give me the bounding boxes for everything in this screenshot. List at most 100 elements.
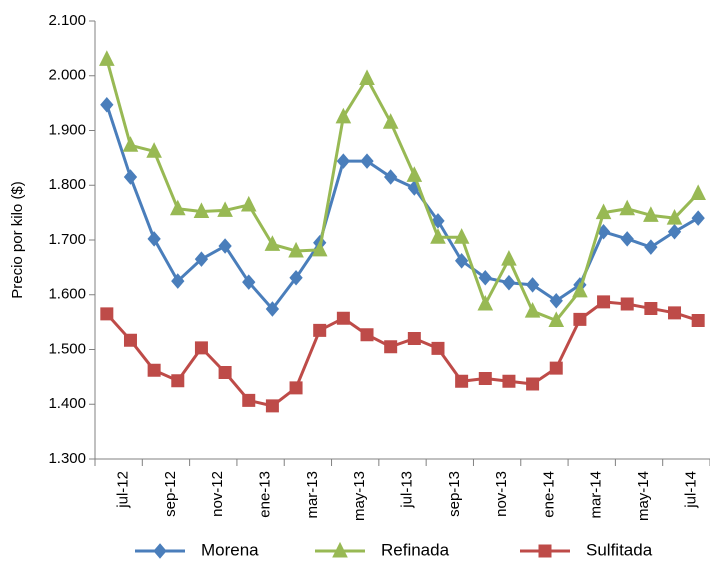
series-line: [105, 58, 700, 322]
y-tick-label: 1.700: [48, 231, 86, 248]
data-point: [644, 239, 658, 255]
x-tick-label: sep-13: [446, 471, 463, 517]
data-point: [217, 201, 233, 217]
data-point: [430, 228, 446, 244]
data-point: [666, 208, 683, 225]
data-point: [384, 340, 398, 354]
data-point: [548, 311, 565, 327]
data-point: [620, 297, 634, 311]
data-point: [668, 306, 682, 320]
data-point: [619, 199, 636, 216]
data-point: [360, 328, 374, 342]
data-point: [573, 312, 587, 326]
y-tick-label: 1.600: [48, 286, 86, 303]
data-point: [313, 323, 327, 337]
data-point: [218, 365, 232, 379]
series-line: [105, 104, 699, 311]
data-point: [667, 224, 682, 240]
data-point: [453, 228, 470, 244]
y-tick-label: 2.100: [48, 12, 86, 29]
data-point: [171, 273, 185, 289]
data-point: [478, 372, 492, 386]
data-point: [242, 393, 256, 407]
data-point: [194, 341, 208, 355]
y-tick-label: 1.800: [48, 176, 86, 193]
data-point: [597, 295, 611, 309]
data-point: [265, 301, 280, 317]
x-tick-label: may-14: [635, 471, 652, 521]
data-point: [431, 341, 445, 355]
x-tick-label: ene-14: [540, 471, 557, 518]
y-tick-label: 1.400: [48, 395, 86, 412]
data-point: [336, 311, 350, 325]
data-point: [525, 277, 540, 293]
data-point: [288, 241, 304, 258]
data-point: [690, 184, 706, 200]
data-point: [123, 333, 137, 347]
data-point: [122, 136, 139, 152]
y-tick-label: 1.300: [48, 450, 86, 467]
x-tick-label: nov-12: [209, 471, 226, 517]
data-point: [265, 399, 279, 413]
x-tick-label: sep-12: [162, 471, 179, 517]
data-point: [382, 113, 399, 129]
data-point: [194, 251, 209, 267]
data-point: [691, 210, 705, 226]
y-tick-label: 1.500: [48, 340, 86, 357]
legend-marker: [332, 541, 348, 558]
data-point: [431, 213, 445, 229]
data-point: [264, 235, 281, 251]
data-point: [595, 203, 612, 220]
legend-label: Morena: [201, 540, 259, 559]
data-point: [502, 274, 516, 291]
data-point: [526, 377, 540, 391]
data-point: [620, 231, 634, 247]
data-point: [100, 307, 114, 321]
data-point: [454, 253, 469, 269]
data-point: [477, 294, 494, 311]
data-point: [335, 107, 352, 124]
data-point: [549, 361, 563, 375]
data-point: [193, 202, 210, 219]
data-point: [360, 153, 374, 169]
data-point: [336, 153, 351, 169]
x-tick-label: mar-13: [304, 471, 321, 519]
x-tick-label: jul-12: [115, 471, 132, 509]
data-point: [100, 96, 114, 113]
legend-label: Refinada: [381, 540, 450, 559]
data-point: [240, 195, 257, 212]
data-point: [169, 199, 186, 216]
data-point: [572, 281, 588, 298]
y-tick-label: 1.900: [48, 121, 86, 138]
data-point: [359, 69, 375, 85]
data-point: [643, 206, 659, 222]
data-point: [242, 274, 256, 290]
data-point: [147, 363, 161, 377]
x-tick-label: ene-13: [257, 471, 274, 518]
data-point: [289, 270, 303, 286]
data-point: [147, 231, 161, 247]
data-point: [407, 332, 421, 346]
data-point: [171, 374, 185, 388]
data-point: [455, 374, 469, 388]
data-point: [501, 250, 517, 266]
x-tick-label: jul-14: [682, 471, 699, 509]
x-tick-label: may-13: [351, 471, 368, 521]
legend-marker: [153, 543, 167, 559]
x-tick-label: mar-14: [588, 471, 605, 519]
x-tick-label: nov-13: [493, 471, 510, 517]
x-tick-label: jul-13: [398, 471, 415, 509]
data-point: [502, 374, 516, 388]
data-point: [644, 301, 658, 315]
data-point: [384, 169, 398, 185]
data-point: [406, 166, 423, 182]
y-tick-label: 2.000: [48, 67, 86, 84]
legend-marker: [538, 544, 552, 558]
data-point: [478, 270, 492, 286]
data-point: [549, 293, 563, 309]
data-point: [99, 50, 115, 66]
data-point: [218, 238, 232, 254]
y-axis-label: Precio por kilo ($): [9, 181, 26, 299]
